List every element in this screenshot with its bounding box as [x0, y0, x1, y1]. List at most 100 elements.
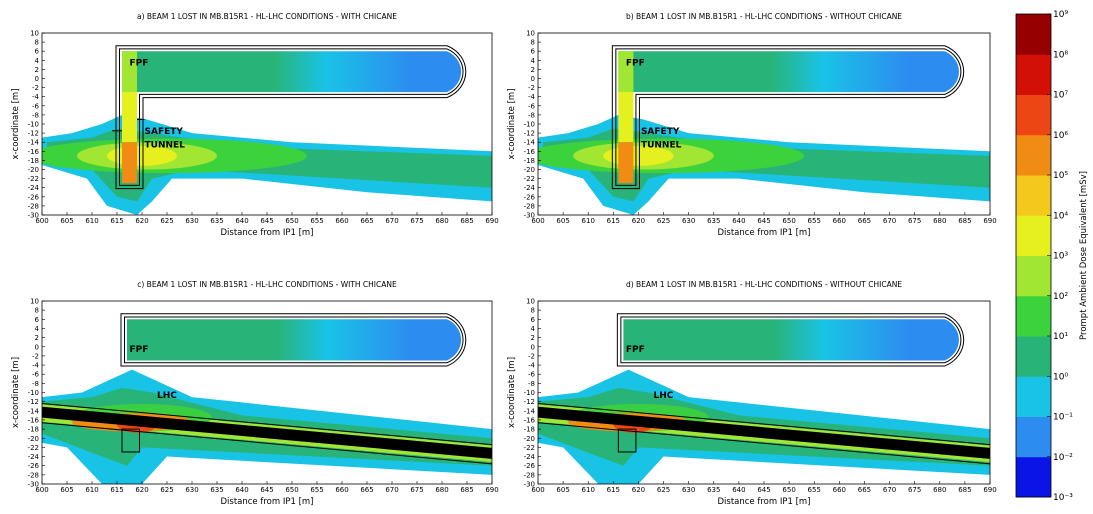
colorbar-band — [1016, 134, 1051, 176]
colorbar-band — [1016, 215, 1051, 256]
tunnel-dose — [122, 92, 137, 143]
x-tick-label: 615 — [607, 217, 620, 225]
tunnel-wall — [42, 422, 492, 465]
tunnel-dose — [618, 142, 634, 184]
structure-outline — [121, 428, 140, 453]
y-tick-label: -18 — [28, 157, 39, 165]
y-tick-label: 10 — [30, 298, 39, 306]
y-tick-label: -18 — [524, 426, 535, 434]
x-tick-label: 650 — [782, 486, 795, 494]
y-tick-label: -20 — [524, 166, 535, 174]
y-tick-label: -4 — [32, 93, 40, 101]
y-axis-label: x-coordinate [m] — [11, 357, 21, 428]
y-tick-label: 2 — [531, 66, 535, 74]
y-tick-label: 0 — [531, 343, 535, 351]
y-tick-label: -2 — [32, 352, 39, 360]
x-tick-label: 650 — [782, 217, 795, 225]
y-tick-label: -16 — [524, 148, 536, 156]
x-tick-label: 620 — [135, 217, 148, 225]
x-tick-label: 680 — [933, 486, 946, 494]
y-tick-label: -12 — [28, 398, 39, 406]
y-tick-label: -8 — [32, 111, 39, 119]
y-axis-label: x-coordinate [m] — [507, 88, 517, 159]
structure-outline — [119, 48, 464, 186]
y-tick-label: -28 — [524, 202, 535, 210]
colorbar-tick-label: 10⁴ — [1053, 211, 1068, 221]
tunnel-dose — [618, 92, 634, 143]
y-tick-label: -14 — [524, 407, 536, 415]
y-tick-label: -22 — [524, 444, 535, 452]
x-tick-label: 650 — [285, 486, 298, 494]
y-tick-label: -18 — [524, 157, 535, 165]
tunnel-wall — [538, 422, 990, 465]
y-tick-label: 0 — [35, 75, 39, 83]
y-tick-label: -24 — [28, 453, 40, 461]
y-tick-label: -18 — [28, 426, 39, 434]
x-tick-label: 610 — [85, 217, 98, 225]
x-tick-label: 670 — [883, 486, 896, 494]
tunnel-dose — [122, 142, 137, 184]
structure-outline — [115, 45, 467, 190]
y-tick-label: -12 — [524, 398, 535, 406]
y-tick-label: -16 — [524, 416, 536, 424]
annotation: FPF — [626, 345, 645, 355]
y-tick-label: -14 — [524, 139, 536, 147]
x-tick-label: 670 — [883, 217, 896, 225]
y-tick-label: -28 — [28, 471, 39, 479]
y-tick-label: 8 — [531, 307, 535, 315]
y-tick-label: -2 — [528, 352, 535, 360]
x-tick-label: 640 — [235, 486, 248, 494]
colorbar-band — [1016, 376, 1051, 417]
heatmap — [538, 313, 990, 484]
y-tick-label: 10 — [526, 30, 535, 38]
x-tick-label: 690 — [983, 486, 996, 494]
y-tick-label: -22 — [28, 175, 39, 183]
beam-line — [42, 406, 492, 459]
colorbar-tick-label: 10⁵ — [1053, 171, 1068, 181]
annotation: FPF — [130, 59, 149, 69]
x-tick-label: 625 — [160, 486, 173, 494]
y-tick-label: -26 — [524, 462, 536, 470]
x-tick-label: 600 — [531, 486, 544, 494]
y-axis-label: x-coordinate [m] — [507, 357, 517, 428]
x-tick-label: 675 — [410, 217, 423, 225]
x-tick-label: 635 — [707, 217, 720, 225]
x-tick-label: 630 — [682, 217, 695, 225]
colorbar-band — [1016, 456, 1051, 498]
x-tick-label: 610 — [582, 217, 595, 225]
colorbar-band — [1016, 336, 1051, 377]
y-tick-label: -14 — [28, 407, 40, 415]
colorbar-band — [1016, 295, 1051, 337]
x-tick-label: 600 — [35, 486, 48, 494]
y-tick-label: -12 — [524, 130, 535, 138]
y-tick-label: -30 — [28, 212, 39, 220]
y-tick-label: -26 — [28, 193, 40, 201]
x-tick-label: 620 — [632, 217, 645, 225]
y-tick-label: 8 — [35, 307, 39, 315]
x-tick-label: 615 — [607, 486, 620, 494]
x-tick-label: 645 — [260, 217, 273, 225]
heatmap — [538, 45, 990, 215]
y-tick-label: -26 — [524, 193, 536, 201]
colorbar-tick-label: 10⁹ — [1053, 10, 1068, 20]
x-tick-label: 605 — [60, 217, 73, 225]
x-tick-label: 640 — [732, 217, 745, 225]
y-tick-label: -28 — [524, 471, 535, 479]
y-tick-label: -20 — [28, 166, 39, 174]
x-tick-label: 660 — [833, 486, 846, 494]
x-tick-label: 625 — [160, 217, 173, 225]
colorbar-tick-label: 10⁸ — [1053, 50, 1068, 60]
y-tick-label: -30 — [524, 481, 535, 489]
y-tick-label: -22 — [28, 444, 39, 452]
structure-outline — [617, 428, 637, 453]
y-tick-label: 4 — [35, 57, 40, 65]
x-tick-label: 630 — [185, 217, 198, 225]
y-tick-label: -2 — [32, 84, 39, 92]
chart-title: c) BEAM 1 LOST IN MB.B15R1 - HL-LHC COND… — [137, 280, 397, 289]
annotation: LHC — [157, 391, 177, 401]
x-tick-label: 670 — [385, 217, 398, 225]
x-axis-label: Distance from IP1 [m] — [717, 497, 810, 507]
y-tick-label: -4 — [528, 93, 536, 101]
y-tick-label: -10 — [28, 121, 39, 129]
y-tick-label: -24 — [524, 453, 536, 461]
